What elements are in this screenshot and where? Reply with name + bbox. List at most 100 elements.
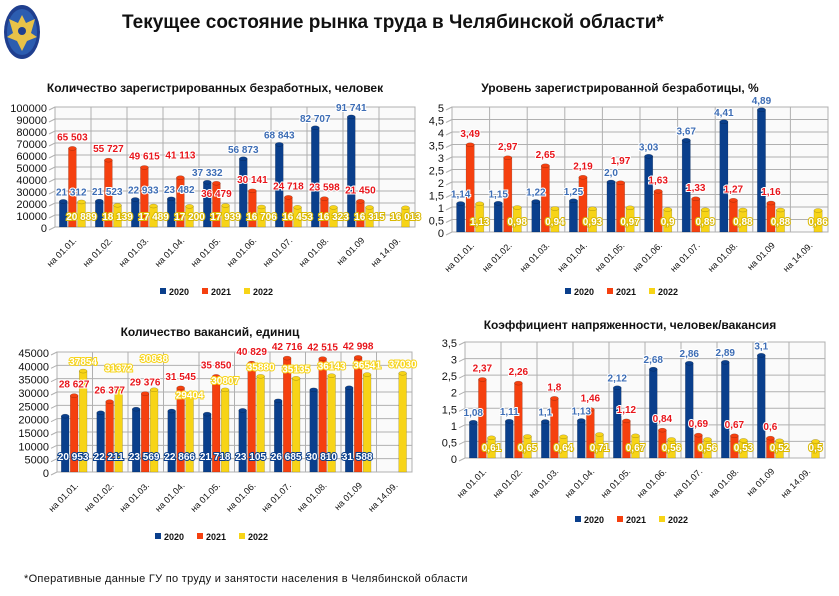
data-label-2022: 31372 (105, 363, 133, 374)
data-label-2022: 0,53 (734, 443, 754, 454)
y-tick-label: 1 (438, 203, 444, 215)
data-label-2020: 21 523 (92, 187, 123, 198)
x-tick-label: на 01.09 (332, 480, 364, 512)
y-tick-label: 70000 (16, 139, 47, 151)
y-tick-label: 0 (438, 228, 444, 240)
footnote: *Оперативные данные ГУ по труду и занято… (24, 573, 468, 585)
data-label-2020: 20 953 (58, 452, 89, 463)
data-label-2022: 37854 (69, 357, 97, 368)
legend-swatch-2022 (649, 288, 655, 294)
data-label-2022: 0,9 (661, 217, 675, 228)
y-tick-label: 2,5 (442, 371, 457, 383)
data-label-2020: 1,25 (564, 187, 584, 198)
x-tick-label: на 01.05. (189, 480, 223, 514)
data-label-2021: 36 479 (201, 189, 232, 200)
data-label-2022: 17 489 (138, 212, 169, 223)
data-label-2022: 16 323 (318, 212, 349, 223)
x-tick-label: на 01.01. (47, 480, 81, 514)
data-label-2022: 0,86 (808, 217, 828, 228)
legend-label: 2022 (658, 287, 678, 297)
data-label-2020: 2,86 (680, 349, 700, 360)
data-label-2020: 2,68 (644, 355, 664, 366)
y-tick-label: 0 (41, 223, 47, 235)
data-label-2022: 0,56 (698, 443, 718, 454)
x-tick-label: на 01.08. (297, 235, 331, 269)
data-label-2020: 1,22 (526, 188, 546, 199)
data-label-2021: 1,63 (648, 175, 668, 186)
bar-2020 (757, 355, 766, 459)
x-tick-label: на 01.06. (631, 240, 665, 274)
y-tick-label: 45000 (18, 348, 49, 360)
data-label-2021: 1,33 (686, 183, 706, 194)
x-tick-label: на 14.09. (779, 466, 813, 500)
data-label-2022: 16 453 (282, 212, 313, 223)
y-tick-label: 50000 (16, 163, 47, 175)
legend-swatch-2022 (244, 288, 250, 294)
data-label-2021: 30 141 (237, 175, 268, 186)
bar-2020 (644, 156, 654, 233)
y-tick-label: 4,5 (429, 116, 444, 128)
bar-2020 (569, 200, 578, 233)
data-label-2021: 0,6 (763, 422, 777, 433)
y-tick-label: 5000 (25, 455, 49, 467)
data-label-2022: 0,64 (554, 443, 574, 454)
bar-2020 (685, 362, 694, 459)
legend-swatch-2021 (617, 516, 623, 522)
legend-swatch-2020 (575, 516, 581, 522)
data-label-2020: 21 312 (56, 187, 87, 198)
y-tick-label: 5 (438, 103, 444, 115)
data-label-2022: 0,56 (662, 443, 682, 454)
legend-label: 2022 (253, 287, 273, 297)
data-label-2021: 1,46 (581, 394, 601, 405)
data-label-2020: 1,15 (489, 189, 509, 200)
y-tick-label: 10000 (18, 441, 49, 453)
y-tick-label: 20000 (16, 199, 47, 211)
data-label-2022: 29404 (176, 391, 204, 402)
legend-swatch-2022 (659, 516, 665, 522)
data-label-2020: 31 588 (342, 452, 373, 463)
data-label-2021: 2,26 (509, 367, 529, 378)
data-label-2021: 24 718 (273, 181, 304, 192)
x-tick-label: на 01.06. (635, 466, 669, 500)
data-label-2020: 1,14 (451, 190, 471, 201)
y-tick-label: 30000 (16, 187, 47, 199)
legend-label: 2020 (164, 532, 184, 542)
y-tick-label: 0,5 (429, 216, 444, 228)
x-tick-label: на 01.02. (491, 466, 525, 500)
data-label-2022: 16 706 (246, 212, 277, 223)
chart-title: Коэффициент напряженности, человек/вакан… (484, 318, 777, 332)
data-label-2021: 65 503 (57, 132, 88, 143)
legend-label: 2021 (211, 287, 231, 297)
data-label-2022: 36143 (318, 362, 346, 373)
data-label-2022: 0,88 (771, 217, 791, 228)
y-tick-label: 4 (438, 128, 444, 140)
chart-title: Количество зарегистрированных безработны… (47, 81, 384, 95)
y-tick-label: 3 (451, 355, 457, 367)
y-tick-label: 1 (451, 421, 457, 433)
data-label-2022: 20 889 (66, 212, 97, 223)
data-label-2022: 35135 (282, 364, 310, 375)
y-tick-label: 90000 (16, 115, 47, 127)
y-tick-label: 1,5 (442, 404, 457, 416)
data-label-2020: 82 707 (300, 114, 331, 125)
bar-2020 (469, 421, 478, 459)
data-label-2022: 0,89 (696, 217, 716, 228)
x-tick-label: на 01.03. (118, 480, 152, 514)
x-tick-label: на 01.07. (668, 240, 702, 274)
bar-2020 (721, 361, 730, 459)
data-label-2020: 56 873 (228, 145, 259, 156)
data-label-2021: 1,27 (724, 184, 744, 195)
data-label-2020: 3,1 (754, 341, 768, 352)
x-tick-label: на 01.01. (443, 240, 477, 274)
legend-label: 2021 (626, 515, 646, 525)
data-label-2022: 0,61 (482, 443, 502, 454)
data-label-2022: 0,88 (733, 217, 753, 228)
x-tick-label: на 01.05. (189, 235, 223, 269)
y-tick-label: 100000 (10, 103, 47, 115)
x-tick-label: на 01.05. (593, 240, 627, 274)
bar-2020 (96, 412, 105, 473)
data-label-2022: 30807 (211, 376, 239, 387)
legend-swatch-2020 (160, 288, 166, 294)
bar-2020 (613, 387, 622, 459)
data-label-2022: 17 200 (174, 212, 205, 223)
